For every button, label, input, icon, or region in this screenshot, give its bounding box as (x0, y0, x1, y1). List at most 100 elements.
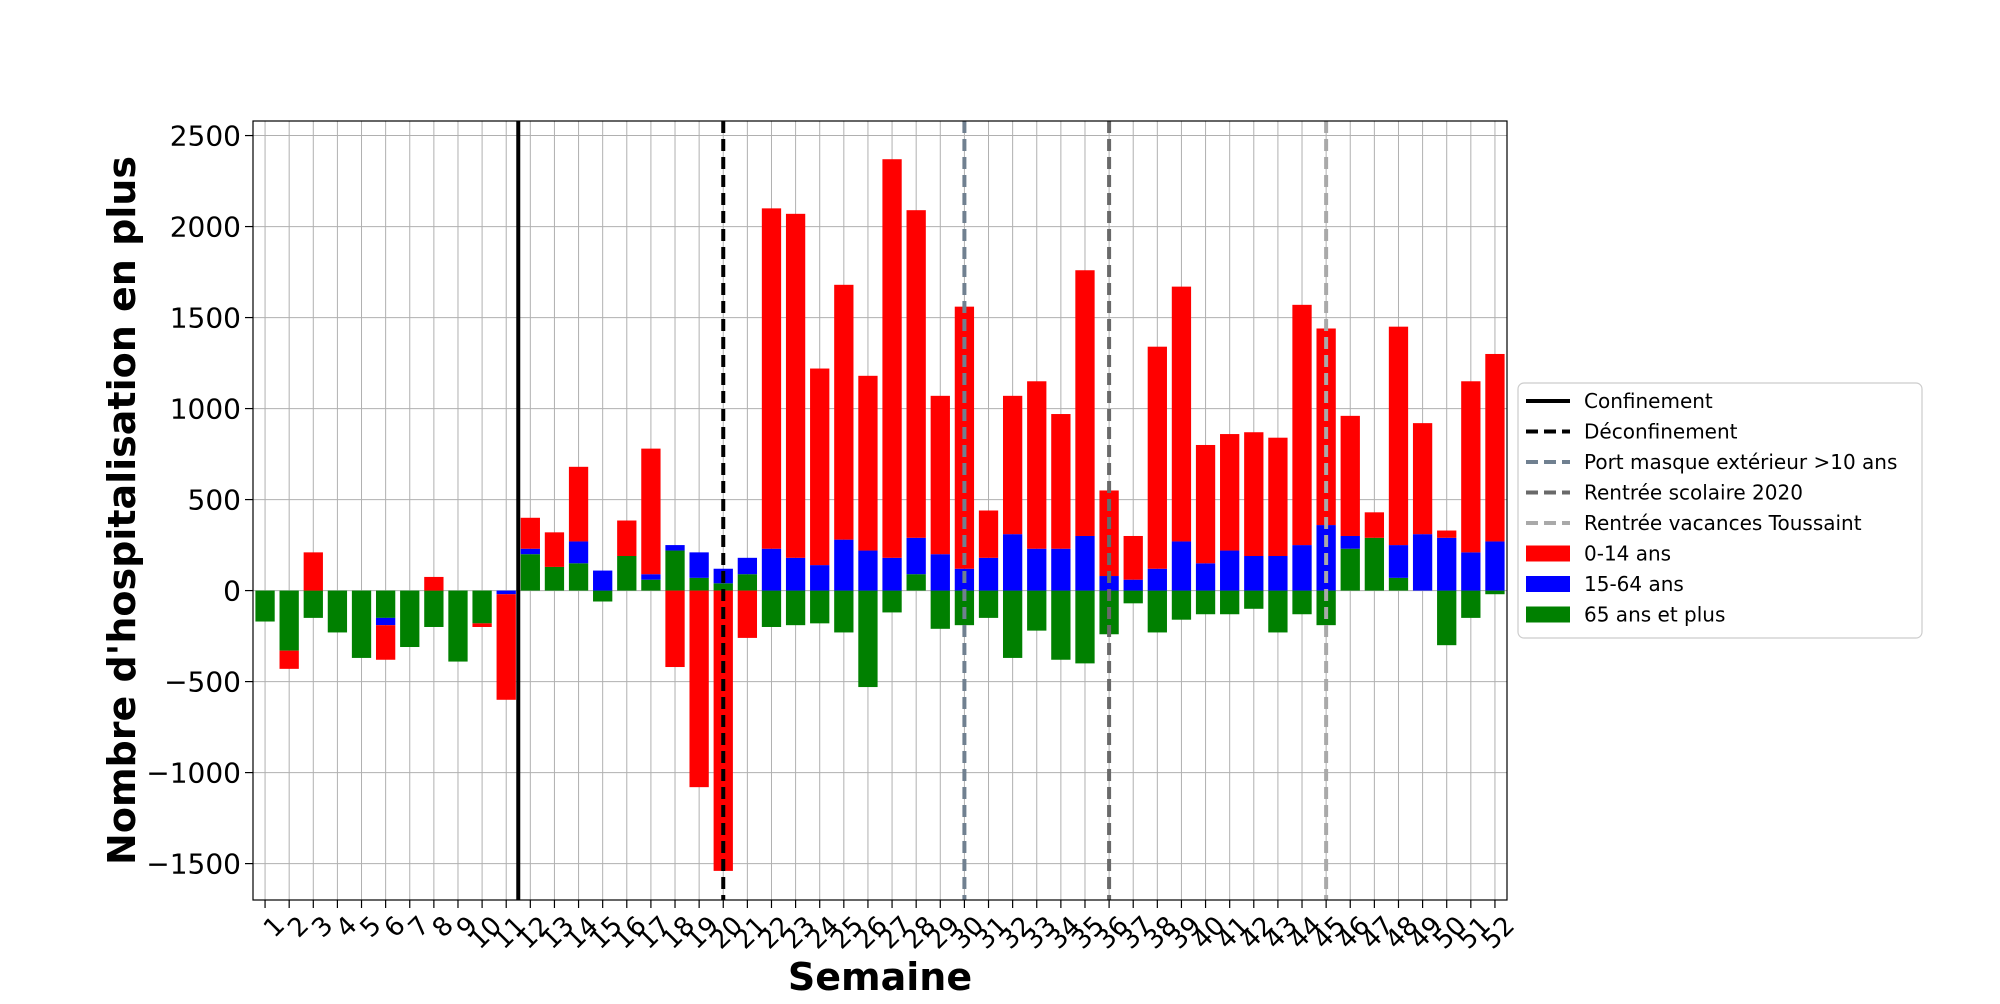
bar-segment (1316, 328, 1336, 526)
bar-segment (1099, 576, 1119, 591)
bar-segment (1075, 590, 1095, 664)
bar-segment (1123, 590, 1143, 604)
legend-label: 15-64 ans (1584, 572, 1684, 596)
bar-segment (1195, 590, 1216, 615)
bar-segment (1437, 537, 1457, 591)
bar-segment (713, 590, 733, 871)
bar-segment (1220, 434, 1240, 551)
bar-segment (1412, 423, 1433, 535)
bar-segment (1147, 590, 1167, 633)
bar-segment (882, 590, 902, 613)
bar-segment (1364, 512, 1385, 538)
bar-segment (1485, 353, 1505, 542)
bar-segment (424, 590, 444, 627)
bar-segment (544, 532, 565, 567)
bar-segment (785, 557, 806, 591)
bar-segment (1147, 346, 1167, 569)
bar-segment (1220, 550, 1240, 591)
bar-segment (1027, 381, 1047, 549)
bar-segment (689, 577, 709, 591)
bar-segment (520, 517, 540, 549)
bar-segment (858, 375, 878, 551)
bar-segment (1340, 535, 1360, 549)
bar-segment (1244, 556, 1264, 591)
bar-segment (1461, 381, 1481, 553)
bar-segment (834, 284, 854, 540)
vlines-layer (516, 121, 1329, 900)
bar-segment (1075, 270, 1095, 536)
y-tick-label: 1000 (170, 393, 241, 426)
y-tick-label: 500 (188, 484, 241, 517)
bar-segment (1388, 577, 1409, 591)
bar-segment (882, 557, 902, 591)
bar-segment (279, 590, 299, 651)
bar-segment (375, 590, 396, 618)
bar-segment (255, 590, 275, 622)
legend-label: Rentrée vacances Toussaint (1584, 511, 1862, 535)
bar-segment (1437, 530, 1457, 538)
bar-segment (761, 590, 782, 627)
bar-segment (1292, 545, 1312, 591)
bar-segment (1292, 304, 1312, 546)
bar-segment (1027, 590, 1047, 631)
bar-segment (1051, 548, 1071, 591)
bar-segment (1461, 552, 1481, 591)
bar-segment (1412, 534, 1433, 591)
bar-segment (617, 556, 637, 591)
bar-segment (858, 550, 878, 591)
legend-color-swatch (1526, 576, 1570, 592)
bar-segment (1051, 590, 1071, 660)
bar-segment (1461, 590, 1481, 618)
bar-segment (593, 570, 613, 591)
legend-label: Port masque extérieur >10 ans (1584, 450, 1897, 474)
bar-segment (568, 466, 589, 542)
bar-segment (1220, 590, 1240, 615)
bar-segment (1244, 590, 1264, 609)
bar-segment (978, 557, 999, 591)
y-tick-label: −1000 (146, 757, 241, 790)
y-ticks: −1500 −1000 −500 0 500 1000 1500 2000 2500 (146, 120, 253, 881)
bar-segment (496, 590, 516, 595)
bar-segment (713, 583, 733, 591)
bar-segment (1268, 437, 1288, 557)
bar-segment (1075, 535, 1095, 591)
bar-segment (375, 625, 396, 660)
bar-segment (906, 210, 926, 538)
bar-segment (1051, 414, 1071, 549)
bar-segment (737, 590, 758, 638)
bar-segment (641, 448, 661, 575)
bar-segment (279, 650, 299, 669)
bar-segment (327, 590, 348, 633)
bar-segment (520, 554, 540, 591)
legend-label: 65 ans et plus (1584, 603, 1725, 627)
bar-segment (351, 590, 372, 658)
bars-layer (255, 159, 1505, 871)
bar-segment (641, 574, 661, 580)
bar-segment (1147, 568, 1167, 591)
bar-segment (978, 590, 999, 618)
bar-segment (1388, 545, 1409, 578)
bar-segment (1002, 395, 1023, 535)
bar-segment (906, 537, 926, 575)
bar-segment (882, 159, 902, 558)
bar-segment (834, 590, 854, 633)
legend-label: Confinement (1584, 389, 1713, 413)
bar-segment (834, 539, 854, 591)
bar-segment (1485, 590, 1505, 595)
legend-color-swatch (1526, 545, 1570, 562)
bar-segment (1388, 326, 1409, 546)
legend-label: Déconfinement (1584, 420, 1738, 444)
bar-segment (737, 557, 758, 575)
bar-segment (520, 548, 540, 555)
bar-segment (1292, 590, 1312, 615)
bar-segment (930, 554, 950, 591)
bar-segment (496, 594, 516, 700)
bar-segment (665, 545, 685, 551)
y-tick-label: 2000 (170, 211, 241, 244)
bar-segment (1123, 535, 1143, 580)
bar-segment (1171, 590, 1192, 620)
bar-segment (737, 574, 758, 591)
bar-segment (689, 590, 709, 788)
bar-segment (544, 566, 565, 591)
